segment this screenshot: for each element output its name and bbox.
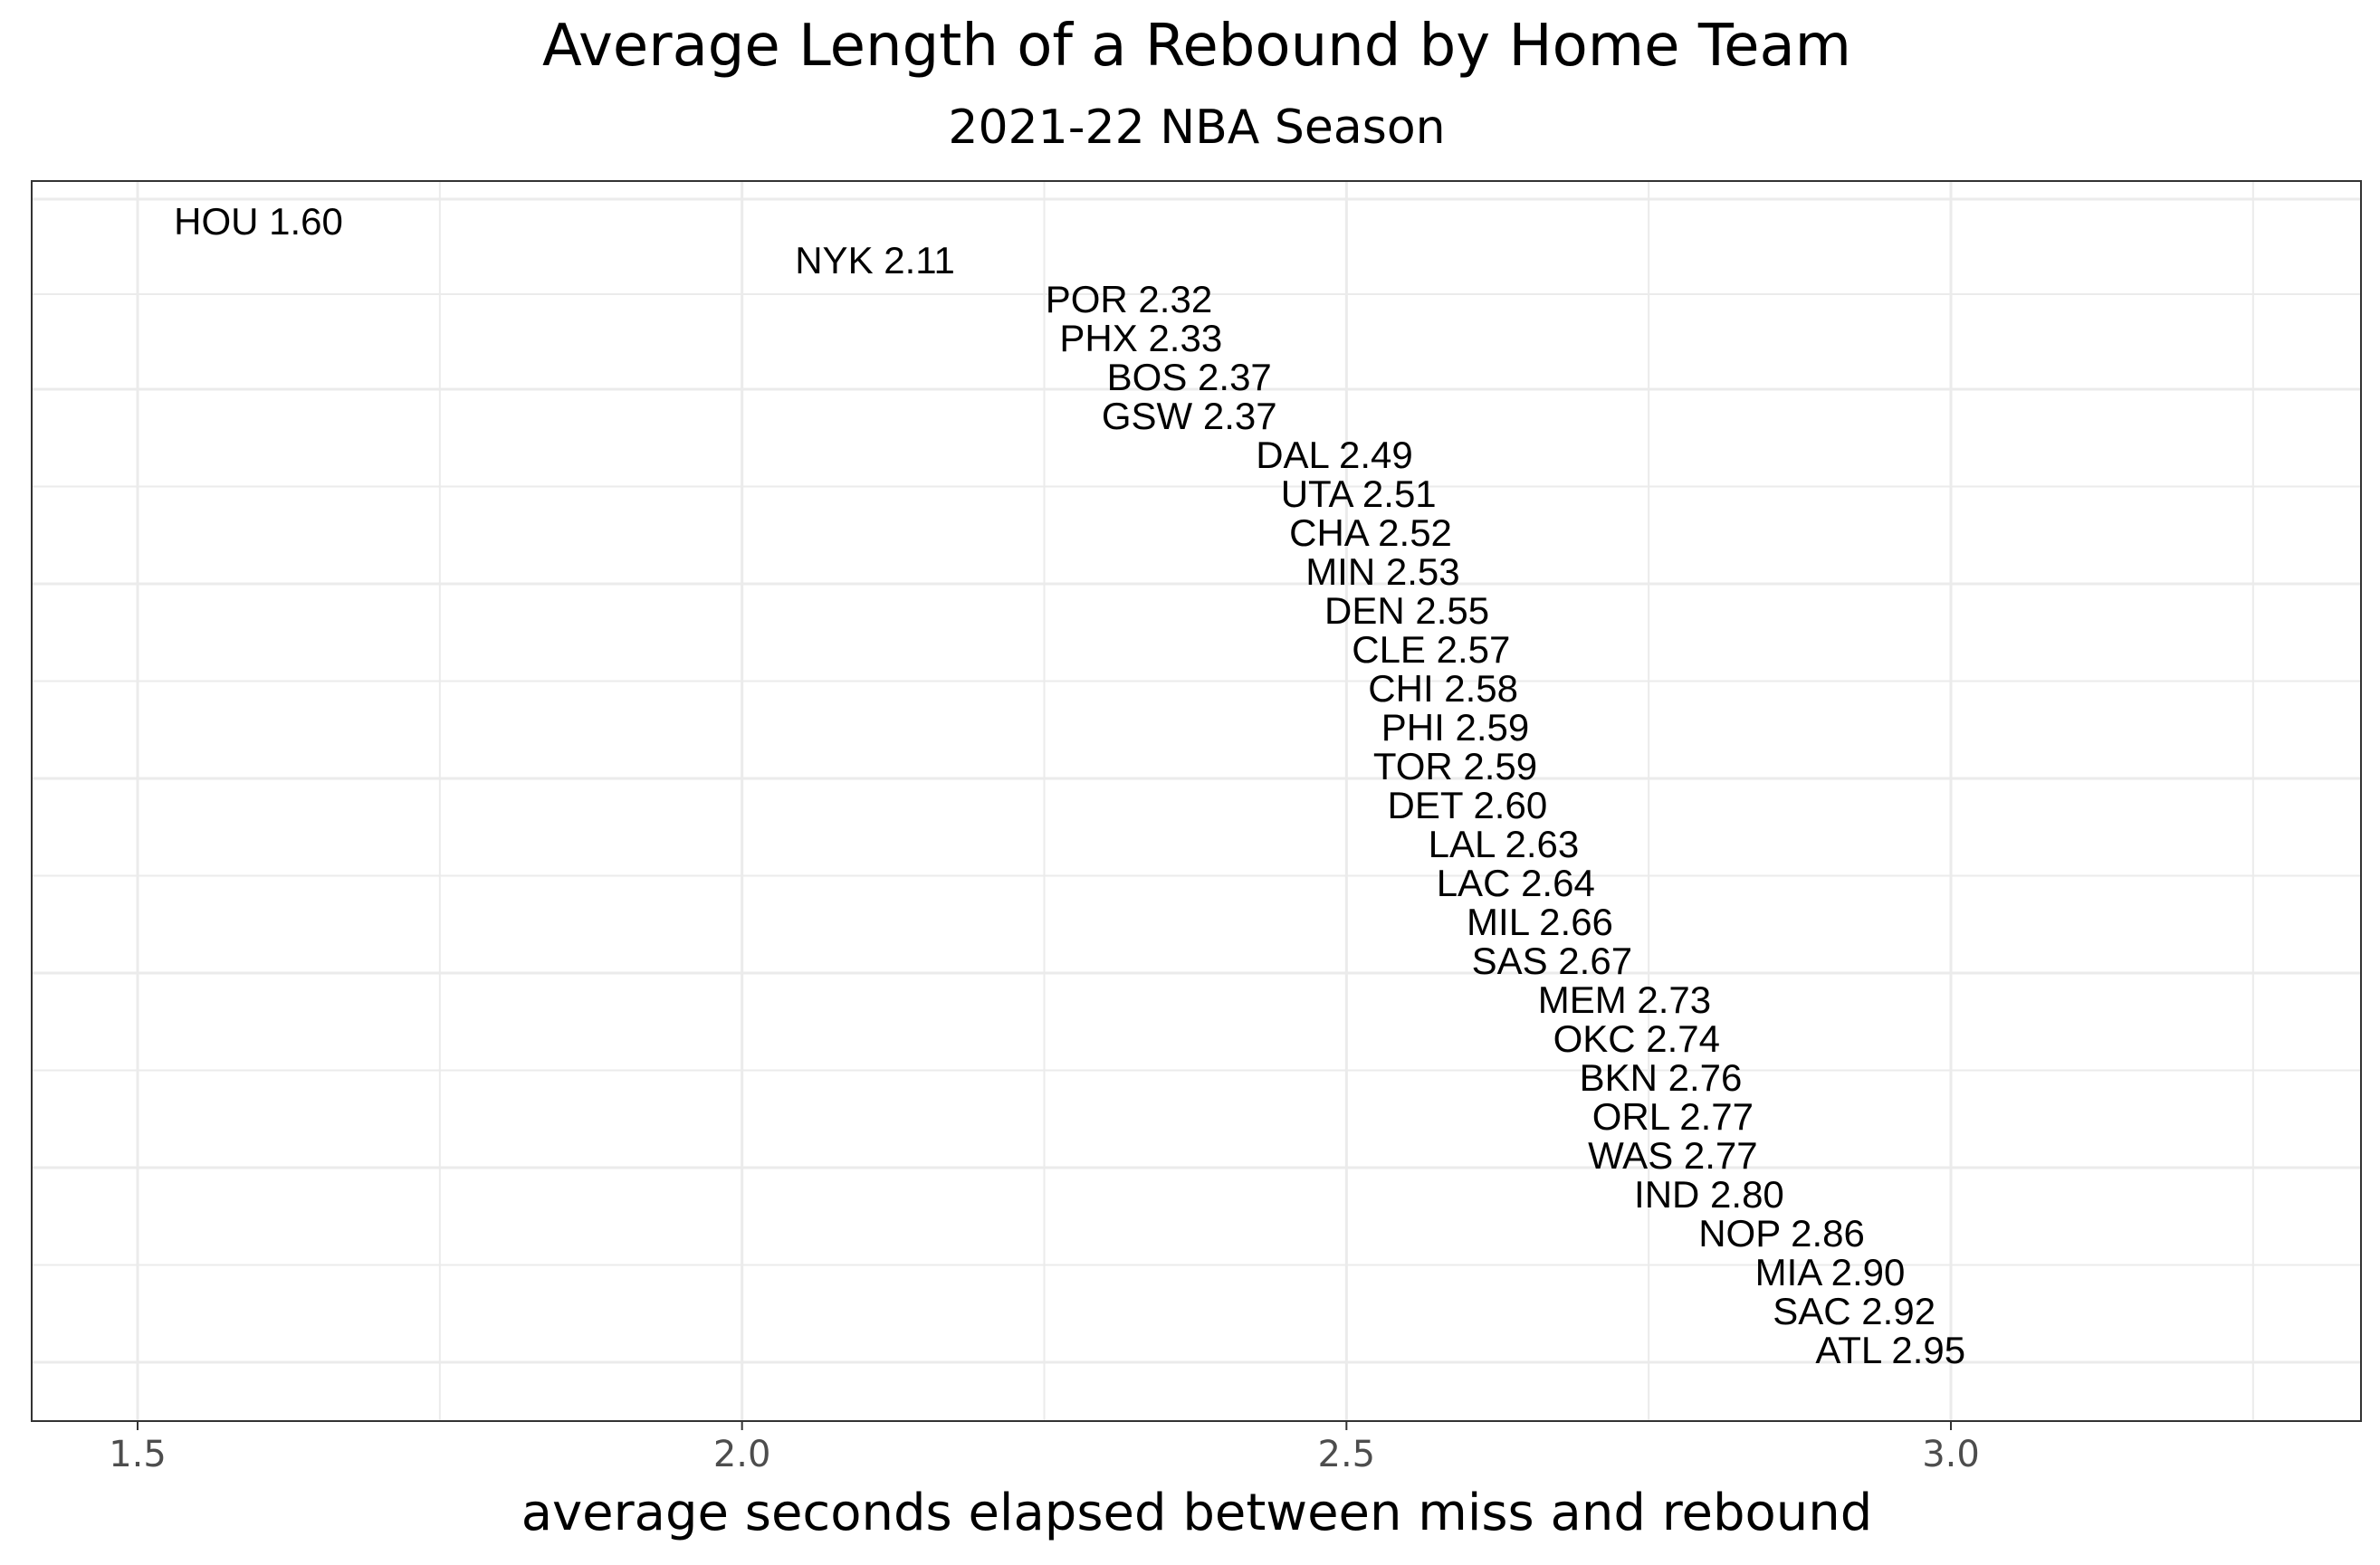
point-label-atl: ATL 2.95 bbox=[1815, 1329, 1965, 1371]
point-label-was: WAS 2.77 bbox=[1588, 1134, 1758, 1177]
point-label-lal: LAL 2.63 bbox=[1429, 823, 1580, 865]
point-label-phx: PHX 2.33 bbox=[1059, 317, 1222, 359]
panel-border bbox=[31, 180, 2362, 1422]
point-label-uta: UTA 2.51 bbox=[1281, 472, 1437, 515]
point-label-dal: DAL 2.49 bbox=[1256, 434, 1413, 476]
chart-title: Average Length of a Rebound by Home Team bbox=[542, 13, 1851, 80]
point-label-nyk: NYK 2.11 bbox=[795, 239, 955, 282]
point-label-bkn: BKN 2.76 bbox=[1580, 1056, 1743, 1099]
panel-background bbox=[32, 181, 2361, 1421]
point-label-mem: MEM 2.73 bbox=[1538, 978, 1711, 1021]
point-label-cle: CLE 2.57 bbox=[1352, 628, 1510, 671]
chart-subtitle: 2021-22 NBA Season bbox=[948, 100, 1445, 155]
point-label-mil: MIL 2.66 bbox=[1467, 901, 1613, 943]
point-label-chi: CHI 2.58 bbox=[1368, 667, 1518, 710]
point-label-sac: SAC 2.92 bbox=[1773, 1290, 1936, 1332]
point-label-por: POR 2.32 bbox=[1046, 278, 1212, 320]
point-label-sas: SAS 2.67 bbox=[1472, 940, 1632, 982]
point-label-det: DET 2.60 bbox=[1388, 784, 1548, 826]
x-tick-label: 2.5 bbox=[1318, 1434, 1376, 1475]
x-axis-title: average seconds elapsed between miss and… bbox=[521, 1484, 1873, 1542]
point-label-ind: IND 2.80 bbox=[1634, 1173, 1784, 1216]
x-tick-label: 2.0 bbox=[713, 1434, 771, 1475]
point-label-cha: CHA 2.52 bbox=[1289, 511, 1452, 554]
point-label-tor: TOR 2.59 bbox=[1373, 745, 1537, 787]
point-label-orl: ORL 2.77 bbox=[1592, 1095, 1754, 1138]
point-label-okc: OKC 2.74 bbox=[1553, 1017, 1720, 1060]
x-tick-label: 1.5 bbox=[109, 1434, 167, 1475]
x-tick-label: 3.0 bbox=[1922, 1434, 1980, 1475]
x-axis: 1.5 2.0 2.5 3.0 bbox=[109, 1421, 1980, 1475]
point-label-den: DEN 2.55 bbox=[1324, 589, 1489, 632]
point-label-gsw: GSW 2.37 bbox=[1102, 395, 1277, 437]
point-label-bos: BOS 2.37 bbox=[1107, 356, 1272, 398]
point-label-min: MIN 2.53 bbox=[1305, 550, 1459, 593]
point-label-lac: LAC 2.64 bbox=[1437, 862, 1595, 904]
point-label-hou: HOU 1.60 bbox=[174, 200, 343, 243]
point-label-phi: PHI 2.59 bbox=[1381, 706, 1529, 749]
point-label-mia: MIA 2.90 bbox=[1755, 1251, 1906, 1293]
point-label-nop: NOP 2.86 bbox=[1698, 1212, 1865, 1255]
grid-lines bbox=[32, 181, 2361, 1421]
